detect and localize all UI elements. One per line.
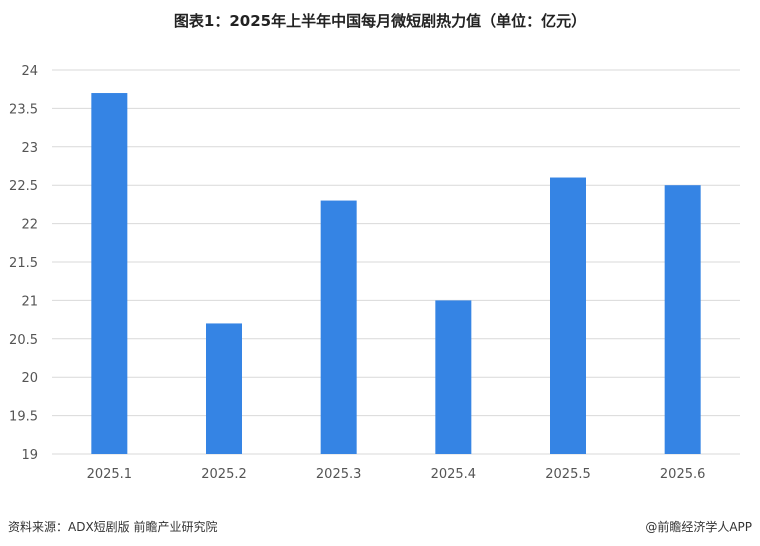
y-tick-label: 24 (21, 64, 38, 79)
x-tick-label: 2025.2 (201, 467, 247, 482)
y-tick-label: 22 (21, 218, 38, 233)
x-tick-label: 2025.6 (660, 467, 706, 482)
y-tick-label: 21 (21, 294, 38, 309)
x-tick-label: 2025.5 (545, 467, 591, 482)
bar-2025.1 (91, 93, 128, 454)
x-tick-label: 2025.4 (431, 467, 477, 482)
y-tick-label: 19.5 (9, 410, 38, 425)
y-tick-label: 21.5 (9, 256, 38, 271)
bar-2025.5 (550, 177, 586, 454)
y-tick-label: 23.5 (9, 102, 38, 117)
y-tick-label: 20 (21, 371, 38, 386)
bar-2025.6 (664, 185, 701, 454)
bars (91, 93, 701, 454)
y-tick-label: 20.5 (9, 333, 38, 348)
x-axis: 2025.1 2025.2 2025.3 2025.4 2025.5 2025.6 (87, 467, 706, 482)
chart-title: 图表1：2025年上半年中国每月微短剧热力值（单位：亿元） (173, 12, 587, 30)
x-tick-label: 2025.3 (316, 467, 362, 482)
x-tick-label: 2025.1 (87, 467, 133, 482)
bar-2025.4 (435, 300, 472, 454)
y-tick-label: 23 (21, 141, 38, 156)
gridlines (52, 69, 740, 455)
y-axis: 19 19.5 20 20.5 21 21.5 22 22.5 23 23.5 24 (9, 64, 38, 463)
source-note: 资料来源：ADX短剧版 前瞻产业研究院 (8, 520, 218, 534)
bar-2025.3 (320, 200, 357, 454)
credit-note: @前瞻经济学人APP (645, 520, 752, 534)
y-tick-label: 19 (21, 448, 38, 463)
y-tick-label: 22.5 (9, 179, 38, 194)
bar-2025.2 (206, 323, 242, 454)
